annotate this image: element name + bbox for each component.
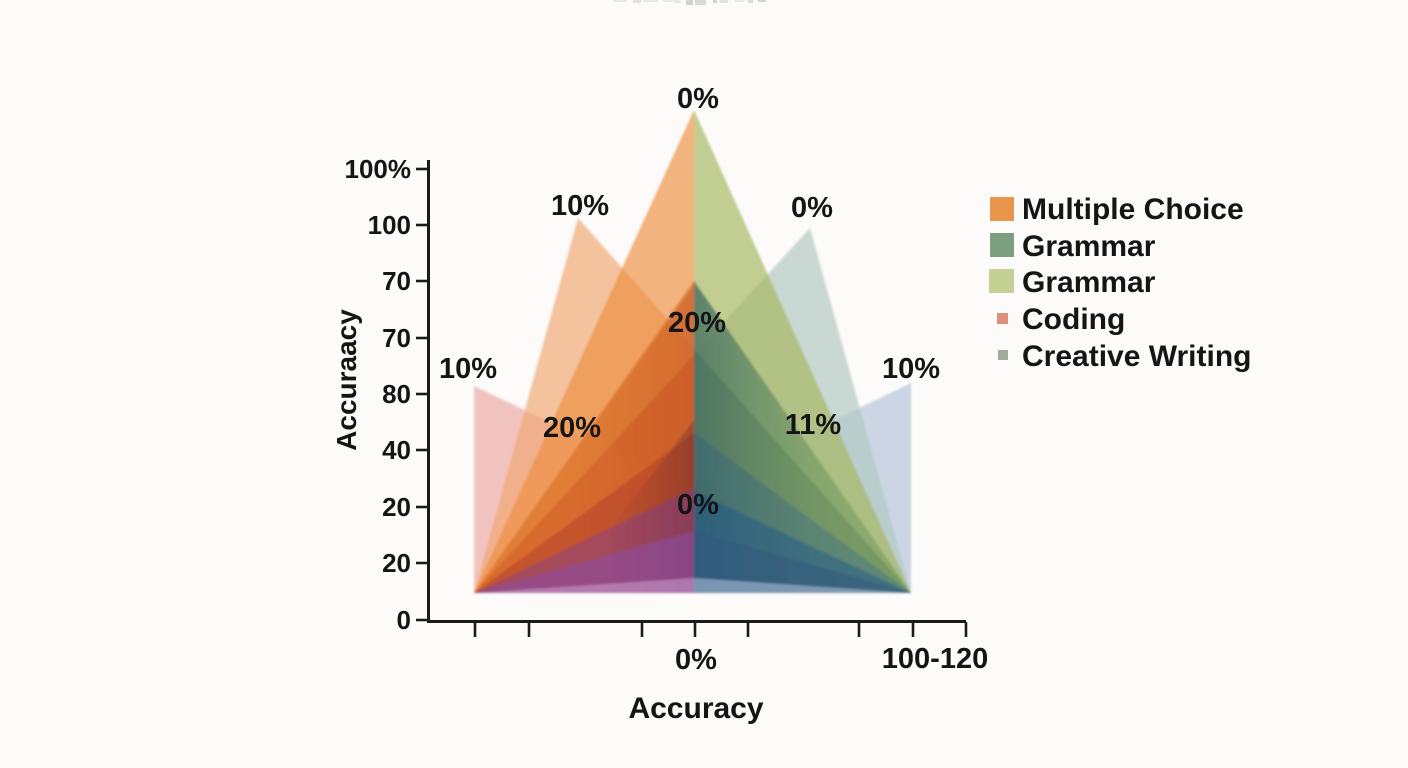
- svg-text:10%: 10%: [882, 353, 940, 385]
- svg-text:100: 100: [368, 210, 411, 240]
- svg-text:Grammar: Grammar: [1022, 230, 1156, 263]
- svg-text:20: 20: [382, 492, 411, 522]
- svg-text:0%: 0%: [677, 83, 719, 115]
- svg-text:0%: 0%: [677, 489, 719, 521]
- svg-text:0%: 0%: [791, 192, 833, 224]
- svg-text:Grammar: Grammar: [1022, 266, 1156, 299]
- svg-text:20%: 20%: [668, 307, 726, 339]
- svg-text:40: 40: [382, 435, 411, 465]
- svg-text:100%: 100%: [345, 154, 412, 184]
- svg-text:Creative Writing: Creative Writing: [1022, 340, 1252, 373]
- svg-text:70: 70: [382, 323, 411, 353]
- svg-text:Accuracy: Accuracy: [628, 692, 763, 725]
- svg-text:20: 20: [382, 548, 411, 578]
- svg-text:0%: 0%: [675, 644, 717, 676]
- svg-text:10%: 10%: [551, 190, 609, 222]
- svg-text:11%: 11%: [785, 409, 842, 441]
- svg-text:0: 0: [397, 605, 411, 635]
- svg-text:80: 80: [382, 379, 411, 409]
- svg-text:70: 70: [382, 266, 411, 296]
- svg-text:20%: 20%: [543, 412, 601, 444]
- svg-text:Multiple Choice: Multiple Choice: [1022, 193, 1244, 226]
- svg-text:10%: 10%: [439, 353, 497, 385]
- svg-text:100-120: 100-120: [882, 643, 988, 675]
- svg-text:Accuraacy: Accuraacy: [331, 309, 362, 451]
- svg-text:Coding: Coding: [1022, 303, 1125, 336]
